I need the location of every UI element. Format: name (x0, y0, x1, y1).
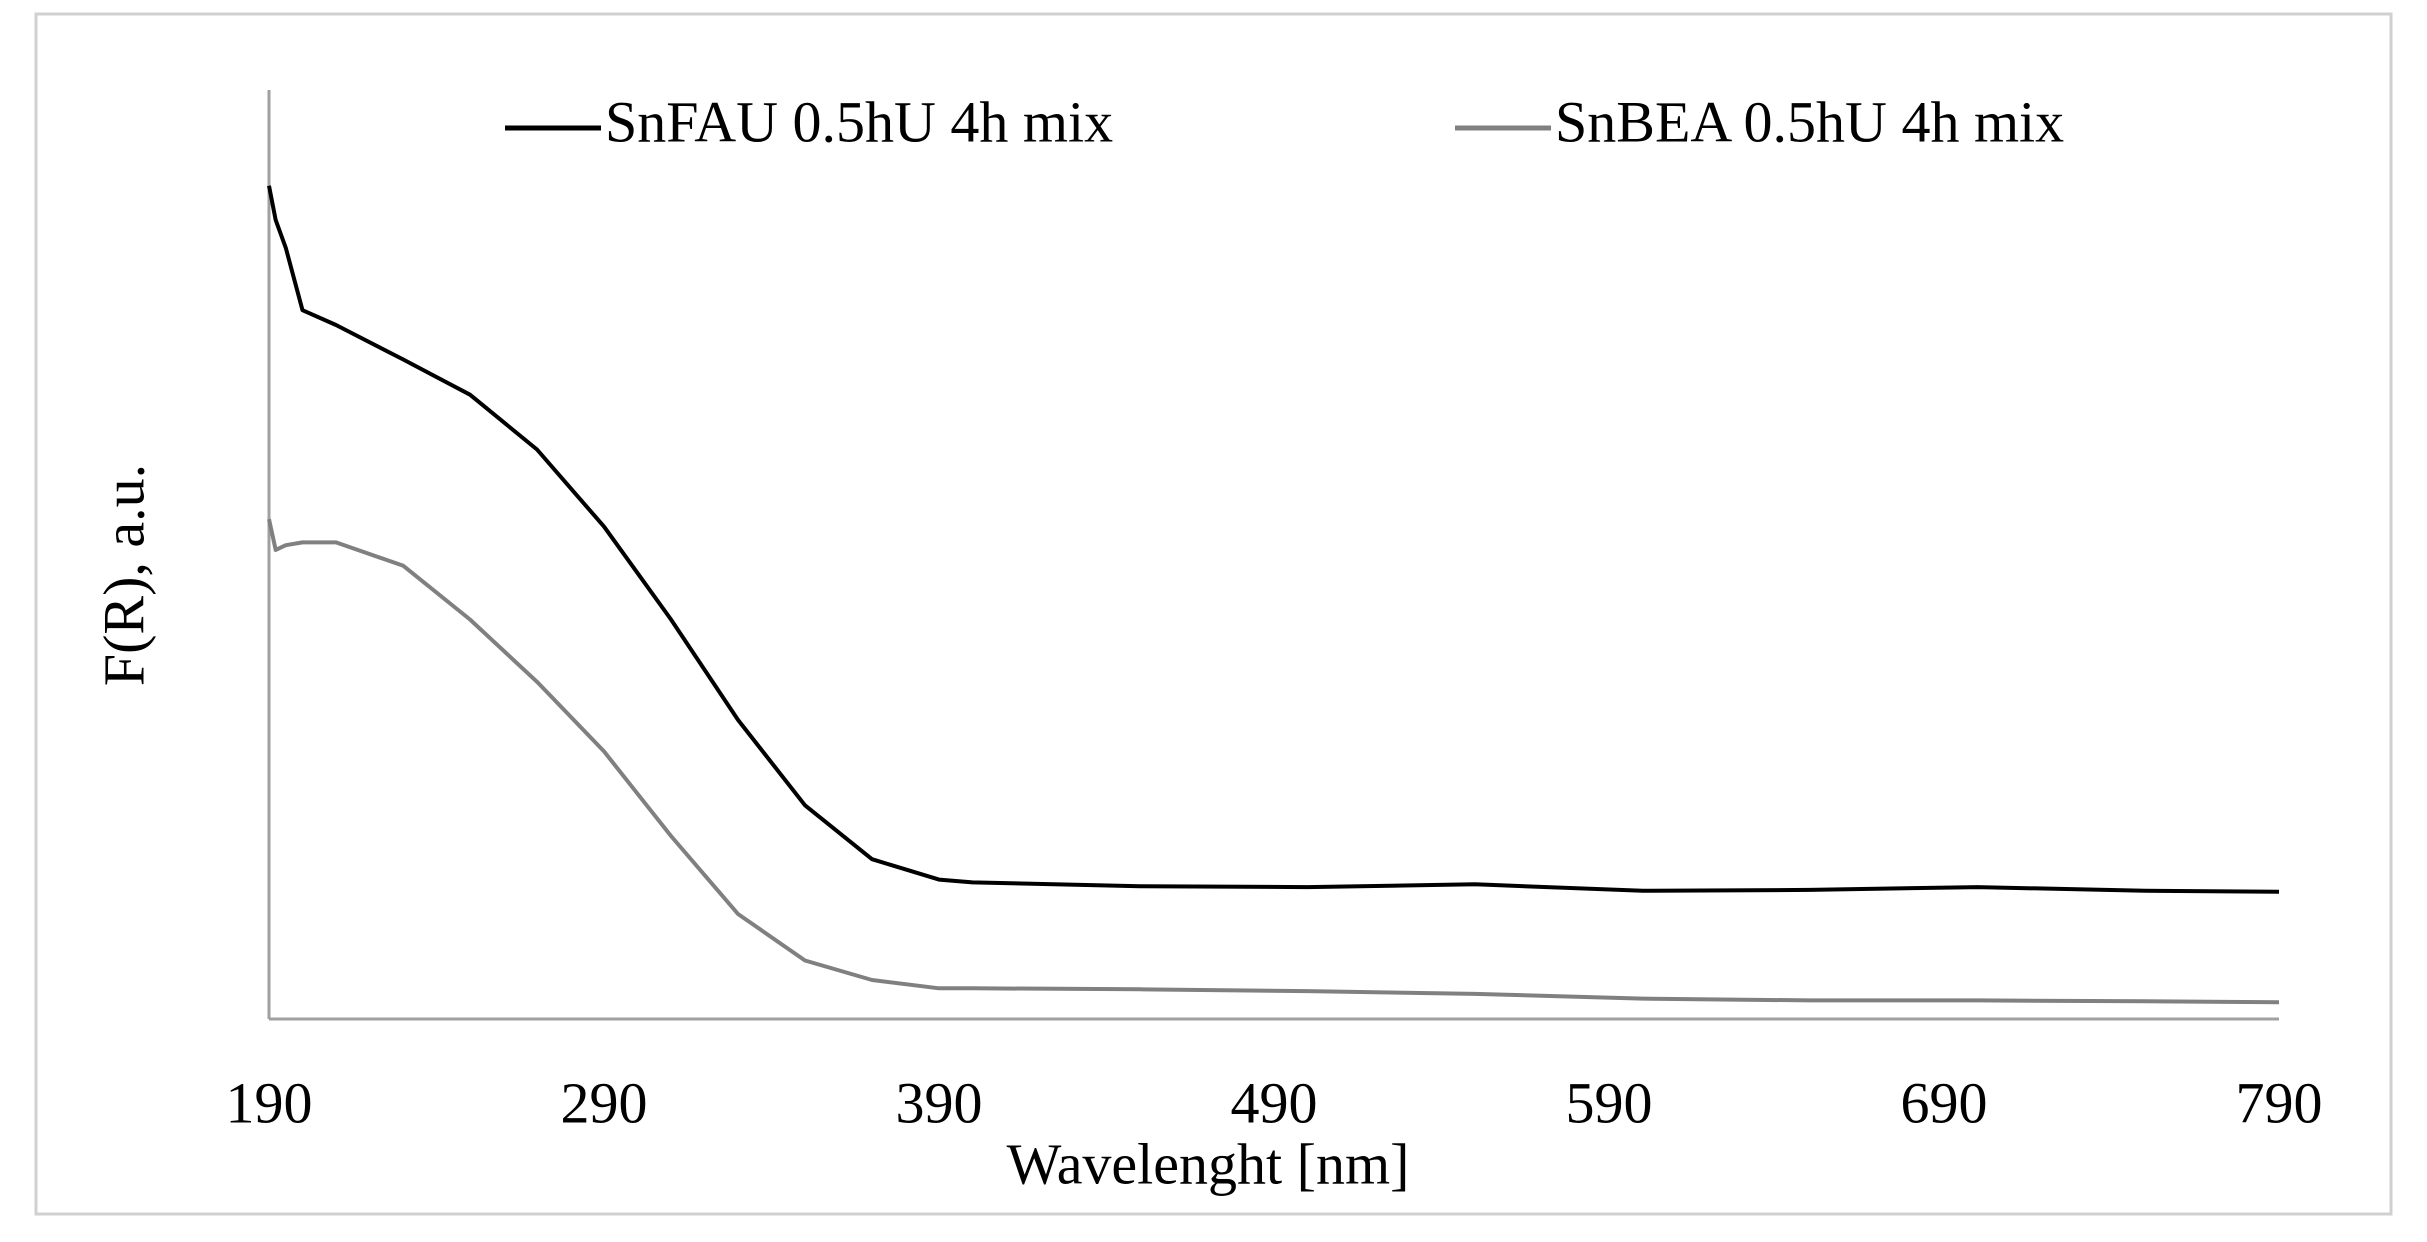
legend-label: SnBEA 0.5hU 4h mix (1555, 89, 2064, 154)
x-tick-label: 590 (1566, 1070, 1653, 1135)
y-axis-label: F(R), a.u. (91, 464, 156, 686)
series-line (267, 518, 2280, 1005)
x-tick-label: 190 (226, 1070, 313, 1135)
series-line (267, 185, 2280, 894)
legend-label: SnFAU 0.5hU 4h mix (605, 89, 1113, 154)
x-tick-label: 790 (2236, 1070, 2323, 1135)
x-tick-label: 490 (1231, 1070, 1318, 1135)
x-axis-label: Wavelenght [nm] (1007, 1131, 1410, 1196)
x-tick-label: 390 (896, 1070, 983, 1135)
x-tick-label: 290 (561, 1070, 648, 1135)
x-tick-label: 690 (1901, 1070, 1988, 1135)
chart-border (34, 12, 2393, 1216)
